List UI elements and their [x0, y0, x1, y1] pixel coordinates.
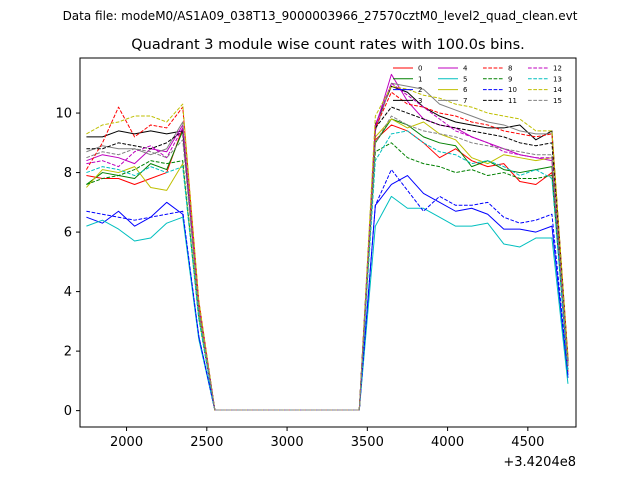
x-tick-label: 4000: [431, 435, 464, 450]
y-tick-label: 10: [55, 107, 72, 122]
legend-label: 8: [508, 65, 512, 73]
legend-label: 3: [418, 97, 422, 105]
x-tick-label: 2000: [110, 435, 143, 450]
legend-label: 15: [553, 97, 562, 105]
legend-label: 5: [463, 75, 467, 83]
legend-label: 14: [553, 86, 562, 94]
legend-label: 7: [463, 97, 467, 105]
series-line-10: [86, 169, 569, 411]
series-line-9: [86, 142, 569, 411]
figure-suptitle: Data file: modeM0/AS1A09_038T13_90000039…: [63, 9, 578, 23]
x-tick-label: 2500: [190, 435, 223, 450]
series-line-15: [86, 115, 569, 411]
plot-frame: [79, 57, 577, 428]
legend-label: 11: [508, 97, 517, 105]
legend-label: 4: [463, 65, 468, 73]
y-tick-label: 4: [64, 285, 72, 300]
series-line-13: [86, 130, 569, 411]
y-tick-label: 6: [64, 226, 72, 241]
x-tick-label: 3000: [271, 435, 304, 450]
legend-label: 1: [418, 75, 422, 83]
legend-label: 13: [553, 75, 562, 83]
legend-label: 2: [418, 86, 422, 94]
legend-label: 10: [508, 86, 517, 94]
chart-title: Quadrant 3 module wise count rates with …: [131, 37, 525, 53]
x-tick-label: 3500: [351, 435, 384, 450]
legend-label: 6: [463, 86, 468, 94]
y-tick-label: 8: [64, 166, 72, 181]
legend-label: 12: [553, 65, 562, 73]
y-tick-label: 2: [64, 345, 72, 360]
series-line-14: [86, 85, 569, 411]
x-offset-text: +3.4204e8: [503, 455, 576, 470]
y-tick-label: 0: [64, 404, 72, 419]
plot-area: [80, 58, 576, 427]
x-tick-label: 4500: [511, 435, 544, 450]
legend-label: 9: [508, 75, 512, 83]
series-layer: [85, 73, 569, 411]
legend-label: 0: [418, 65, 422, 73]
tick-layer: 2000 2500 3000 3500 4000 4500 0 2 4 6 8 10: [55, 107, 544, 450]
